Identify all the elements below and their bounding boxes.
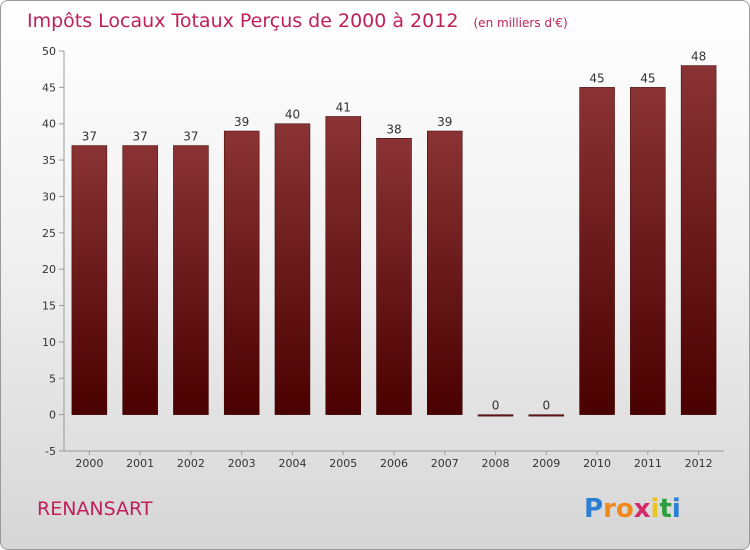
y-tick-label: 15 [42, 300, 56, 313]
bars: 37 37 37 39 40 41 38 39 0 0 45 45 48 [71, 50, 717, 417]
x-tick-label: 2004 [278, 457, 306, 470]
y-tick-label: 50 [42, 45, 56, 58]
bar-value-label: 38 [386, 122, 401, 136]
bar-value-label: 41 [336, 100, 351, 114]
bar-value-label: 0 [492, 399, 500, 413]
proxiti-logo: Proxiti [584, 494, 681, 524]
x-tick-label: 2012 [685, 457, 713, 470]
y-tick-label: 10 [42, 336, 56, 349]
bar-value-label: 40 [285, 108, 300, 122]
bar [680, 65, 717, 415]
proxiti-logo-text: Proxiti [584, 494, 681, 524]
bar-value-label: 37 [82, 130, 97, 144]
chart-title-unit: (en milliers d'€) [474, 16, 568, 30]
x-tick-label: 2008 [482, 457, 510, 470]
y-tick-label: -5 [45, 445, 56, 458]
y-tick-label: 40 [42, 118, 56, 131]
bar [528, 414, 565, 417]
y-tick-label: 0 [49, 409, 56, 422]
axes: -5 0 5 10 15 20 25 30 35 40 45 50 2000 2001 2002 2003 20… [42, 45, 724, 470]
x-tick-label: 2010 [583, 457, 611, 470]
bar-value-label: 37 [133, 130, 148, 144]
bar-value-label: 45 [640, 71, 655, 85]
x-tick-label: 2002 [177, 457, 205, 470]
bar [477, 414, 514, 417]
bar [173, 145, 209, 415]
bar-value-label: 45 [589, 71, 604, 85]
y-tick-label: 20 [42, 263, 56, 276]
x-tick-label: 2003 [228, 457, 256, 470]
y-tick-label: 5 [49, 372, 56, 385]
x-tick-label: 2000 [75, 457, 103, 470]
bar [579, 87, 615, 415]
y-tick-label: 30 [42, 190, 56, 203]
x-tick-label: 2011 [634, 457, 662, 470]
bar [325, 116, 361, 415]
bar [122, 145, 158, 415]
bar [630, 87, 666, 415]
bar [223, 130, 260, 415]
y-tick-label: 25 [42, 227, 56, 240]
x-tick-label: 2001 [126, 457, 154, 470]
bar-value-label: 37 [183, 130, 198, 144]
y-tick-label: 45 [42, 81, 56, 94]
x-tick-label: 2006 [380, 457, 408, 470]
chart-title: Impôts Locaux Totaux Perçus de 2000 à 20… [27, 10, 568, 32]
bar-value-label: 48 [691, 50, 706, 64]
chart-title-main: Impôts Locaux Totaux Perçus de 2000 à 20… [27, 10, 458, 32]
bar-value-label: 39 [234, 115, 249, 129]
x-tick-label: 2009 [532, 457, 560, 470]
bar [376, 138, 412, 415]
bar [274, 123, 311, 415]
bar-value-label: 39 [437, 115, 452, 129]
bar-value-label: 0 [542, 399, 550, 413]
place-name: RENANSART [37, 498, 153, 520]
x-tick-label: 2007 [431, 457, 459, 470]
x-tick-label: 2005 [329, 457, 357, 470]
y-tick-label: 35 [42, 154, 56, 167]
bar [427, 130, 463, 415]
bar [71, 145, 108, 415]
